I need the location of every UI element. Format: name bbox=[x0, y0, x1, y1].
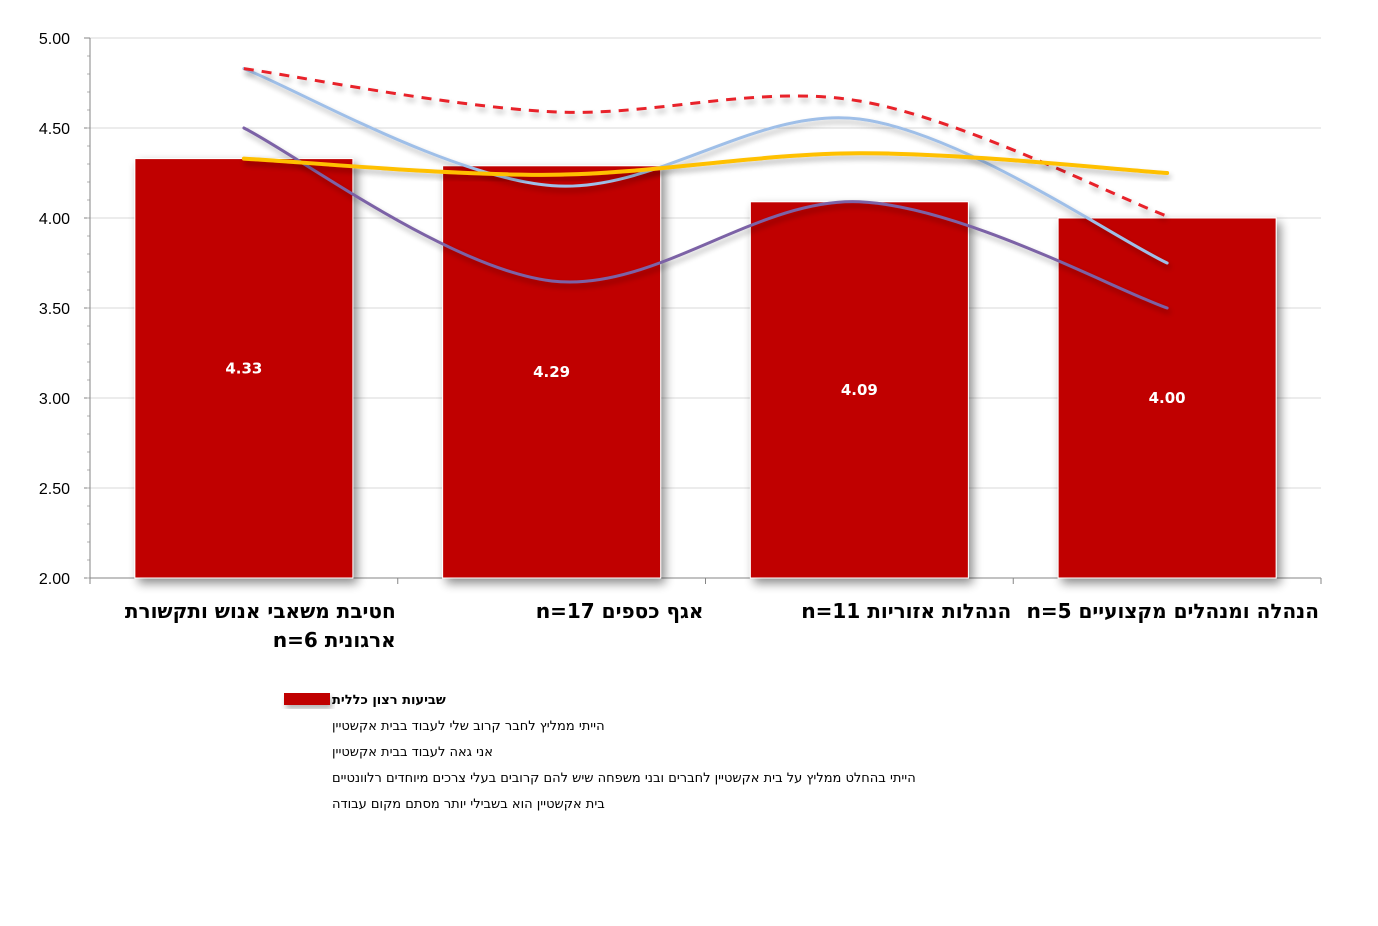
legend-label: הייתי ממליץ לחבר קרוב שלי לעבוד בבית אקש… bbox=[332, 719, 605, 734]
category-label: הנהלה ומנהלים מקצועיים n=5 bbox=[1027, 599, 1319, 623]
y-tick-label: 2.00 bbox=[39, 571, 70, 588]
bar-data-label: 4.09 bbox=[841, 381, 878, 399]
y-tick-label: 4.50 bbox=[39, 121, 70, 138]
bar bbox=[134, 158, 354, 579]
lines bbox=[241, 67, 1170, 310]
bar bbox=[749, 201, 969, 579]
category-label: חטיבת משאבי אנוש ותקשורת bbox=[125, 599, 396, 623]
bars bbox=[134, 158, 1277, 579]
y-tick-label: 3.50 bbox=[39, 301, 70, 318]
legend-swatch bbox=[284, 693, 330, 705]
legend-label: אני גאה לעבוד בבית אקשטיין bbox=[332, 745, 493, 760]
category-label: אגף כספים n=17 bbox=[536, 599, 704, 623]
bar-data-label: 4.29 bbox=[533, 363, 570, 381]
bar bbox=[442, 165, 662, 579]
series-line bbox=[242, 126, 1169, 310]
bar-data-label: 4.00 bbox=[1149, 389, 1186, 407]
legend-label: הייתי בהחלט ממליץ על בית אקשטיין לחברים … bbox=[332, 771, 916, 786]
y-tick-label: 3.00 bbox=[39, 391, 70, 408]
labels: 4.33 4.29 4.09 4.00 חטיבת משאבי אנוש ותקשורת… bbox=[125, 359, 1319, 652]
bar-data-label: 4.33 bbox=[225, 359, 262, 377]
series-line bbox=[243, 67, 1168, 218]
category-label: ארגונית n=6 bbox=[273, 628, 396, 652]
legend-label: שביעות רצון כללית bbox=[332, 693, 446, 708]
series-line bbox=[242, 67, 1169, 265]
legend: שביעות רצון כללית הייתי ממליץ לחבר קרוב ש… bbox=[284, 693, 916, 812]
series-line bbox=[241, 151, 1170, 177]
y-tick-label: 2.50 bbox=[39, 481, 70, 498]
y-tick-label: 5.00 bbox=[39, 31, 70, 48]
y-tick-label: 4.00 bbox=[39, 211, 70, 228]
legend-label: בית אקשטיין הוא בשבילי יותר מסתם מקום עב… bbox=[332, 797, 605, 812]
category-label: הנהלות אזוריות n=11 bbox=[801, 599, 1011, 623]
